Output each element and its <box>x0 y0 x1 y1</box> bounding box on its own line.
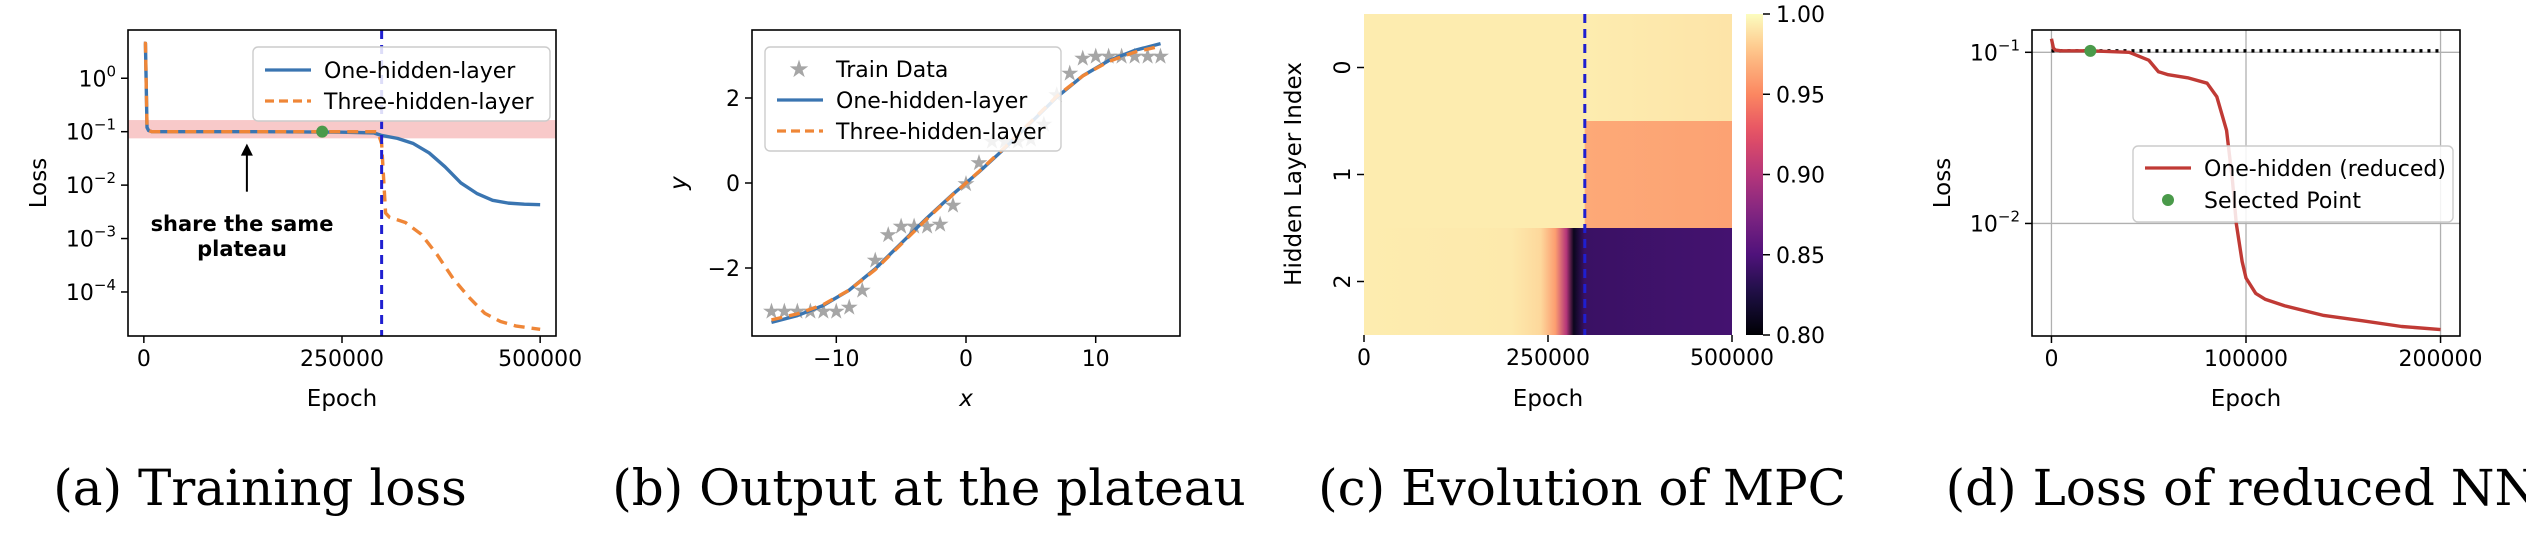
train-data-point: ★ <box>826 300 846 325</box>
y-axis-label: y <box>666 176 692 191</box>
x-axis-label: Epoch <box>1513 386 1583 412</box>
series-line-three-hidden-layer <box>143 41 541 332</box>
legend-label-train-data: Train Data <box>835 58 948 83</box>
train-data-point: ★ <box>1138 45 1158 70</box>
x-tick-label: 0 <box>1357 346 1371 371</box>
x-tick-label: 500000 <box>1690 346 1774 371</box>
series-line-three-hidden-layer <box>771 44 1161 322</box>
legend: One-hidden-layer Three-hidden-layer <box>252 46 551 122</box>
x-axis-label: Epoch <box>307 386 377 412</box>
panel-c-evolution-of-mpc: 0 250000 500000 0 1 2 Epoch Hidden Layer Ind… <box>1281 3 1846 517</box>
x-tick-label: 0 <box>2044 347 2058 372</box>
x-tick-label: 250000 <box>300 347 384 372</box>
annotation-arrowhead <box>240 143 253 156</box>
train-data-point: ★ <box>1086 45 1106 70</box>
x-tick-label: 0 <box>137 347 151 372</box>
train-data-point: ★ <box>1073 47 1093 72</box>
train-data-point: ★ <box>839 295 859 320</box>
y-tick-label: 10−3 <box>66 223 116 253</box>
train-data-point: ★ <box>891 215 911 240</box>
colorbar-tick-label: 0.85 <box>1776 244 1825 269</box>
train-data-point: ★ <box>943 193 963 218</box>
x-tick-label: −10 <box>813 347 859 372</box>
colorbar <box>1746 14 1763 335</box>
legend-label-series-1: One-hidden-layer <box>836 89 1028 114</box>
y-axis-label: Loss <box>1930 158 1956 208</box>
train-data-point: ★ <box>1060 62 1080 87</box>
x-tick-label: 500000 <box>498 347 582 372</box>
y-tick-label: 0 <box>726 172 740 197</box>
legend: ★ Train Data One-hidden-layer Three-hidd… <box>764 46 1062 152</box>
legend: One-hidden (reduced) Selected Point <box>2132 145 2454 223</box>
y-axis-label: Loss <box>26 158 52 208</box>
train-data-point: ★ <box>1151 45 1171 70</box>
legend-label-series-1: One-hidden-layer <box>324 59 516 84</box>
x-axis-label: x <box>958 386 973 412</box>
legend-label-series-1: One-hidden (reduced) <box>2204 157 2446 182</box>
train-data-point: ★ <box>930 212 950 237</box>
heatmap-row-0 <box>1364 14 1732 121</box>
y-tick-label: 2 <box>1331 275 1356 289</box>
legend-marker-selected-point <box>2162 194 2174 206</box>
x-tick-label: 100000 <box>2204 347 2288 372</box>
panel-d-loss-of-reduced-nn: 0 100000 200000 10−1 10−2 Epoch Loss One-hi… <box>1930 29 2526 517</box>
x-tick-label: 10 <box>1082 347 1110 372</box>
y-tick-label: 10−1 <box>1970 36 2020 66</box>
annotation-line-2: plateau <box>197 237 287 261</box>
x-tick-label: 0 <box>959 347 973 372</box>
plateau-band <box>128 120 556 139</box>
y-tick-label: 1 <box>1331 168 1356 182</box>
legend-label-series-2: Three-hidden-layer <box>323 90 535 115</box>
heatmap-row-2 <box>1364 228 1732 335</box>
legend-star-marker: ★ <box>788 55 810 83</box>
colorbar-tick-label: 0.80 <box>1776 324 1825 349</box>
selected-point-marker <box>316 125 329 138</box>
y-tick-label: 10−2 <box>1970 207 2020 237</box>
colorbar-tick-label: 0.95 <box>1776 83 1825 108</box>
train-data-point: ★ <box>878 223 898 248</box>
selected-point-marker <box>2084 44 2097 57</box>
annotation-line-1: share the same <box>151 212 334 236</box>
train-data-point: ★ <box>865 249 885 274</box>
y-tick-label: 100 <box>78 62 116 92</box>
colorbar-tick-label: 1.00 <box>1776 3 1825 28</box>
x-tick-label: 250000 <box>1506 346 1590 371</box>
caption-a: (a) Training loss <box>53 459 466 517</box>
caption-d: (d) Loss of reduced NN <box>1946 459 2526 517</box>
y-tick-label: 10−1 <box>66 116 116 146</box>
y-axis-label: Hidden Layer Index <box>1281 62 1307 286</box>
y-tick-label: 10−2 <box>66 169 116 199</box>
x-tick-label: 200000 <box>2399 347 2483 372</box>
y-tick-label: 10−4 <box>66 276 116 306</box>
caption-c: (c) Evolution of MPC <box>1318 459 1846 517</box>
y-tick-label: 0 <box>1331 61 1356 75</box>
heatmap-row-1 <box>1364 121 1732 228</box>
series-line-one-hidden-layer <box>143 41 541 207</box>
colorbar-tick-label: 0.90 <box>1776 164 1825 189</box>
legend-label-series-2: Three-hidden-layer <box>835 120 1047 145</box>
caption-b: (b) Output at the plateau <box>612 459 1245 517</box>
x-axis-label: Epoch <box>2211 386 2281 412</box>
y-tick-label: −2 <box>708 257 740 282</box>
legend-label-selected-point: Selected Point <box>2204 189 2361 214</box>
y-tick-label: 2 <box>726 87 740 112</box>
